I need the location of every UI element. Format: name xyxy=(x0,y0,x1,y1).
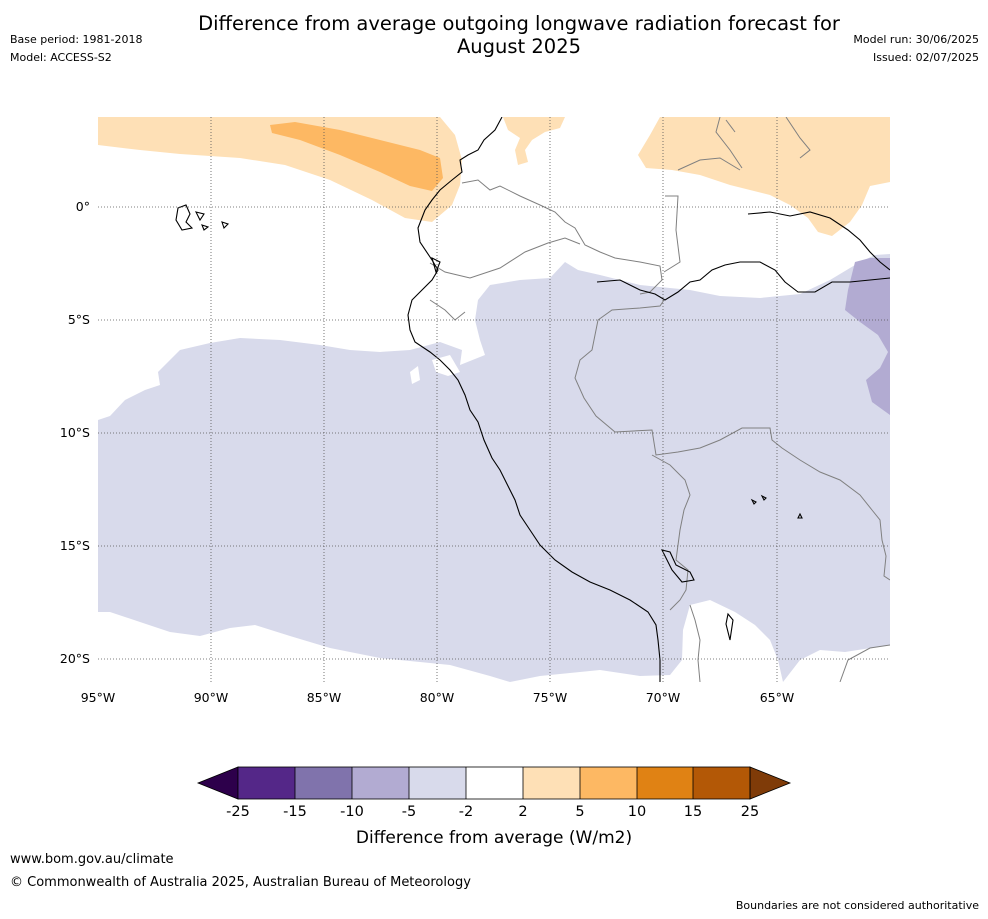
model-run: Model run: 30/06/2025 xyxy=(853,33,979,46)
lat-label: 20°S xyxy=(60,651,90,666)
graticule xyxy=(98,117,890,682)
colorbar-tick: -25 xyxy=(226,804,250,820)
issued-date: Issued: 02/07/2025 xyxy=(872,51,979,64)
title-line-2: August 2025 xyxy=(456,35,582,58)
lat-label: 0° xyxy=(76,199,90,214)
colorbar-tick: -15 xyxy=(283,804,307,820)
colorbar-frame xyxy=(237,766,751,800)
lon-label: 75°W xyxy=(533,690,568,705)
colorbar-tick: 2 xyxy=(518,804,527,820)
colorbar-swatch xyxy=(637,767,693,799)
colorbar-swatch xyxy=(523,767,580,799)
white-gap-coast xyxy=(410,355,460,384)
purple-region xyxy=(845,258,890,415)
colorbar-tick: -10 xyxy=(340,804,364,820)
colorbar-extend-min xyxy=(196,766,239,800)
light-orange-region-northeast xyxy=(638,117,890,236)
lon-label: 80°W xyxy=(420,690,455,705)
colorbar-swatch xyxy=(238,767,295,799)
colorbar-tick: -2 xyxy=(459,804,473,820)
meta-left: Base period: 1981-2018 Model: ACCESS-S2 xyxy=(10,31,142,67)
footer-url: www.bom.gov.au/climate xyxy=(10,852,174,867)
colorbar-swatch xyxy=(466,767,523,799)
lat-label: 10°S xyxy=(60,425,90,440)
latitude-labels: 0° 5°S 10°S 15°S 20°S xyxy=(60,199,90,666)
colorbar: -25 -15 -10 -5 -2 2 5 10 15 25 Differenc… xyxy=(196,766,792,848)
lon-label: 65°W xyxy=(760,690,795,705)
light-purple-region xyxy=(98,254,890,682)
lat-label: 15°S xyxy=(60,538,90,553)
coastlines xyxy=(175,117,890,682)
colorbar-tick: -5 xyxy=(402,804,416,820)
model-name: Model: ACCESS-S2 xyxy=(10,51,112,64)
colorbar-tick: 25 xyxy=(741,804,759,820)
colorbar-tick: 5 xyxy=(575,804,584,820)
footer-disclaimer: Boundaries are not considered authoritat… xyxy=(735,899,979,912)
lat-label: 5°S xyxy=(68,312,90,327)
lon-label: 90°W xyxy=(194,690,229,705)
colorbar-tick-labels: -25 -15 -10 -5 -2 2 5 10 15 25 xyxy=(226,804,759,820)
colorbar-extend-max xyxy=(749,766,792,800)
orange-region xyxy=(270,122,443,191)
colorbar-swatch xyxy=(580,767,637,799)
colorbar-swatch xyxy=(409,767,466,799)
colorbar-tick: 15 xyxy=(684,804,702,820)
lon-label: 70°W xyxy=(646,690,681,705)
chart-title: Difference from average outgoing longwav… xyxy=(0,12,988,58)
lon-label: 95°W xyxy=(81,690,116,705)
footer-copyright: © Commonwealth of Australia 2025, Austra… xyxy=(10,875,471,890)
light-orange-region-north-a xyxy=(503,117,565,165)
colorbar-dividers xyxy=(294,767,694,799)
colorbar-swatch xyxy=(295,767,352,799)
base-period: Base period: 1981-2018 xyxy=(10,33,143,46)
meta-right: Model run: 30/06/2025 Issued: 02/07/2025 xyxy=(853,31,979,67)
colorbar-swatch xyxy=(693,767,750,799)
longitude-labels: 95°W 90°W 85°W 80°W 75°W 70°W 65°W xyxy=(81,690,795,705)
colorbar-label: Difference from average (W/m2) xyxy=(356,828,632,848)
lon-label: 85°W xyxy=(307,690,342,705)
colorbar-swatch xyxy=(352,767,409,799)
title-line-1: Difference from average outgoing longwav… xyxy=(198,12,840,35)
colorbar-tick: 10 xyxy=(628,804,646,820)
country-boundaries xyxy=(429,117,890,682)
map-area xyxy=(98,117,890,682)
